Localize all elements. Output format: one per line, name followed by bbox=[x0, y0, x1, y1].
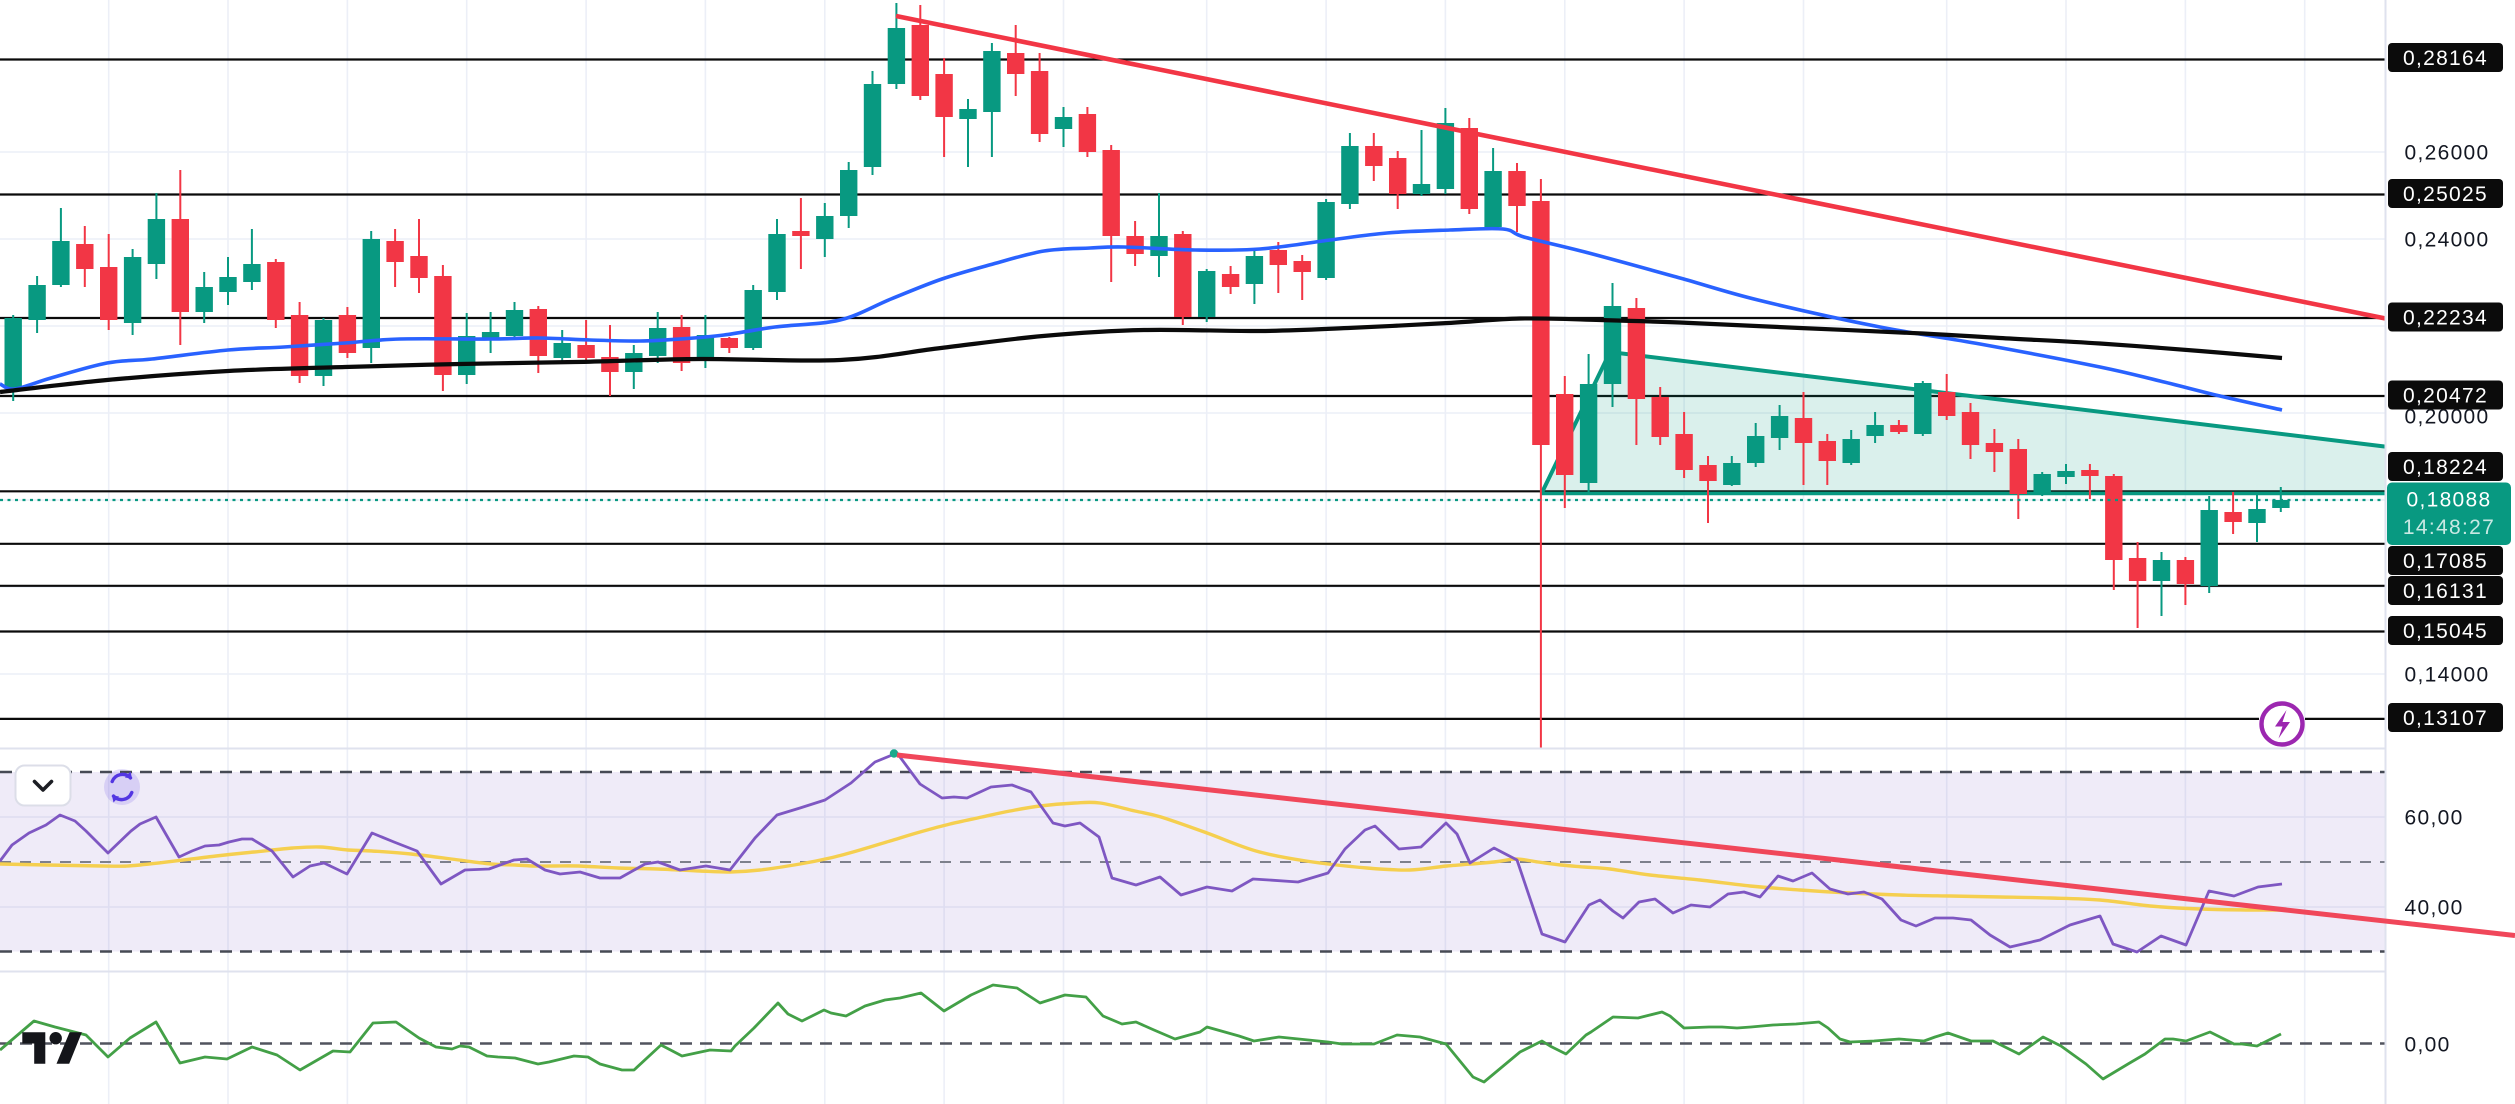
svg-text:0,22234: 0,22234 bbox=[2403, 306, 2488, 329]
svg-text:60,00: 60,00 bbox=[2405, 806, 2464, 829]
svg-text:0,28164: 0,28164 bbox=[2403, 47, 2488, 70]
svg-text:0,13107: 0,13107 bbox=[2403, 707, 2488, 730]
svg-text:0,18224: 0,18224 bbox=[2403, 456, 2488, 479]
svg-text:0,20000: 0,20000 bbox=[2405, 405, 2490, 428]
svg-text:0,26000: 0,26000 bbox=[2405, 141, 2490, 164]
svg-text:14:48:27: 14:48:27 bbox=[2403, 516, 2495, 539]
svg-text:0,24000: 0,24000 bbox=[2405, 228, 2490, 251]
svg-text:0,14000: 0,14000 bbox=[2405, 663, 2490, 686]
svg-text:0,20472: 0,20472 bbox=[2403, 384, 2488, 407]
svg-text:0,16131: 0,16131 bbox=[2403, 580, 2488, 603]
svg-text:40,00: 40,00 bbox=[2405, 896, 2464, 919]
svg-text:0,18088: 0,18088 bbox=[2406, 488, 2491, 511]
svg-text:0,00: 0,00 bbox=[2405, 1033, 2451, 1056]
svg-text:0,25025: 0,25025 bbox=[2403, 183, 2488, 206]
svg-text:0,17085: 0,17085 bbox=[2403, 550, 2488, 573]
svg-text:0,15045: 0,15045 bbox=[2403, 620, 2488, 643]
